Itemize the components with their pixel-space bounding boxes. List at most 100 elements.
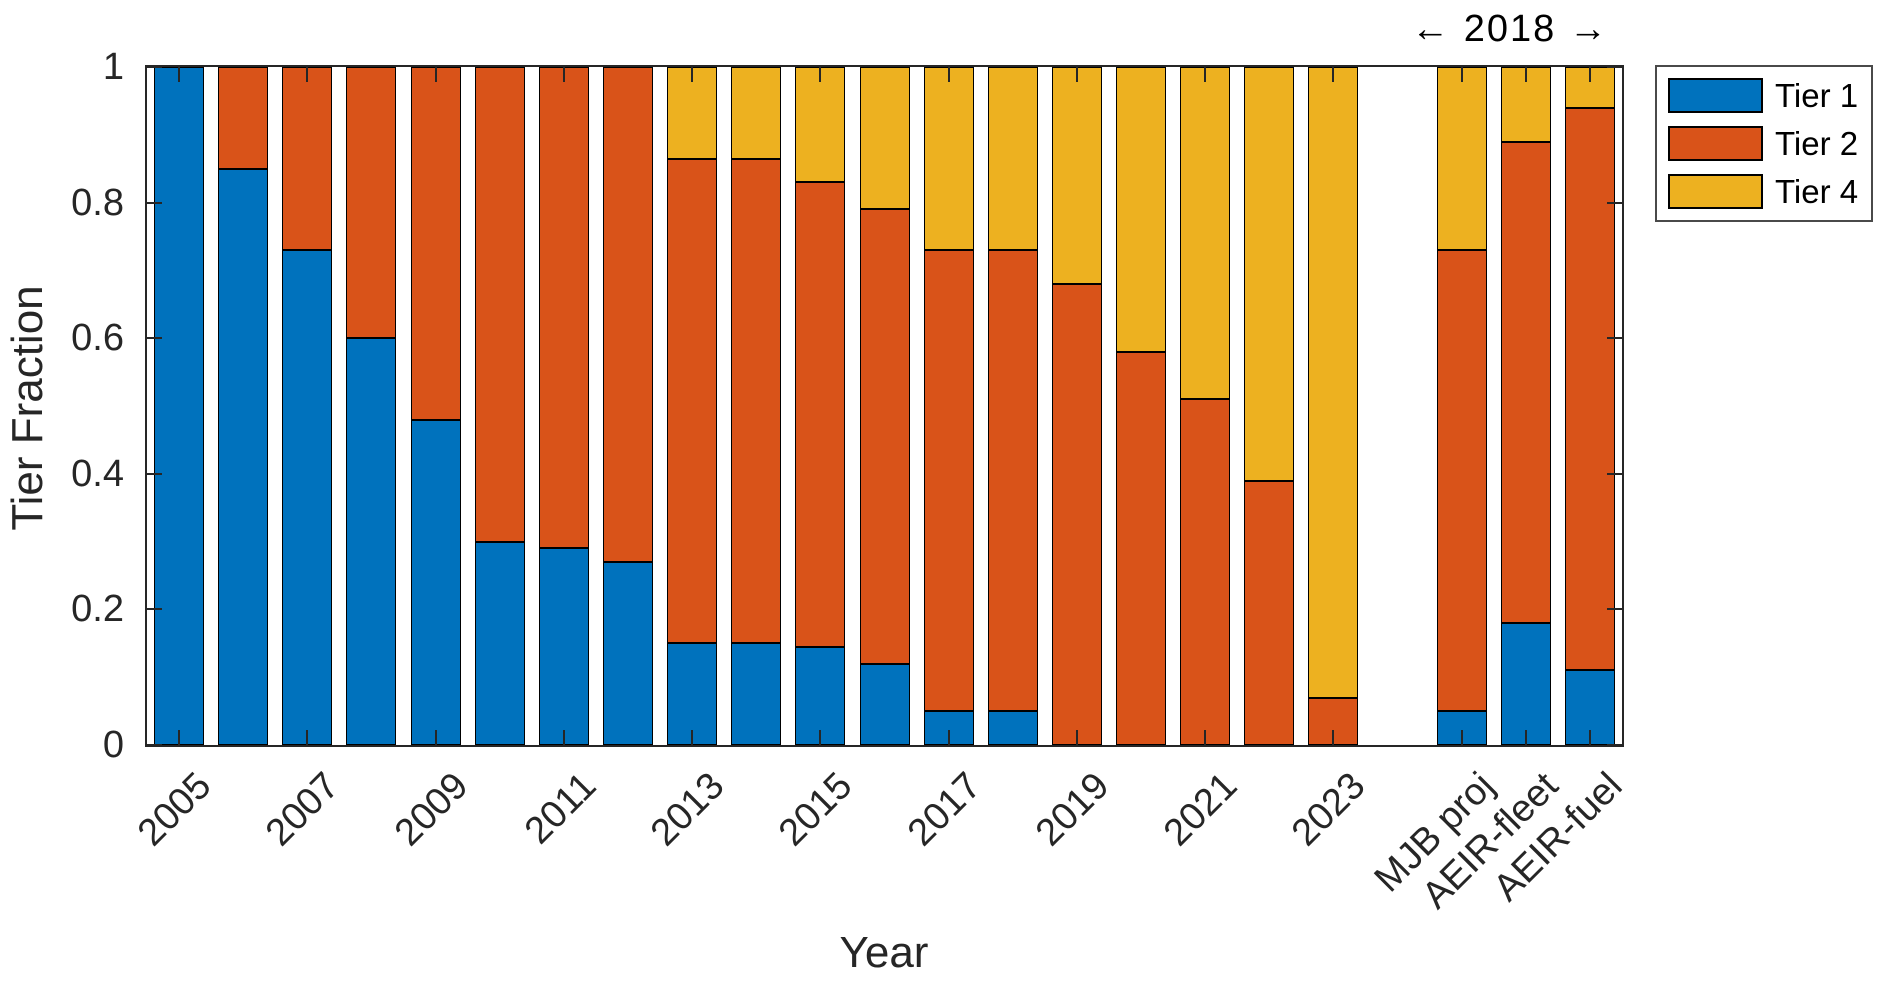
legend-swatch-tier-2 xyxy=(1668,126,1763,161)
bar-segment xyxy=(346,338,397,745)
bar-segment xyxy=(987,711,1038,745)
bar-segment xyxy=(859,209,910,664)
legend-item-tier-1: Tier 1 xyxy=(1668,78,1871,113)
plot-area xyxy=(145,65,1624,747)
x-tick-top xyxy=(1075,67,1078,82)
bar-segment xyxy=(410,67,461,420)
x-tick-top xyxy=(1524,67,1527,82)
bar-segment xyxy=(1500,141,1551,623)
bar-segment xyxy=(1244,480,1295,745)
bar-segment xyxy=(346,67,397,339)
bar-segment xyxy=(923,250,974,712)
x-tick-bottom xyxy=(1332,730,1335,745)
legend-swatch-tier-1 xyxy=(1668,78,1763,113)
bar-segment xyxy=(859,67,910,210)
x-tick-top xyxy=(691,67,694,82)
y-tick-right xyxy=(1607,337,1622,340)
legend-item-tier-2: Tier 2 xyxy=(1668,126,1871,161)
x-tick-top xyxy=(178,67,181,82)
bar-segment xyxy=(1308,67,1359,698)
x-tick-top xyxy=(306,67,309,82)
x-tick-top xyxy=(1332,67,1335,82)
x-tick-top xyxy=(819,67,822,82)
bar-segment xyxy=(731,158,782,644)
x-tick-bottom xyxy=(947,730,950,745)
bar-segment xyxy=(1436,67,1487,251)
bar-segment xyxy=(795,182,846,647)
legend-swatch-tier-4 xyxy=(1668,174,1763,209)
bar-segment xyxy=(731,643,782,745)
y-tick-left xyxy=(147,201,162,204)
y-tick-left xyxy=(147,472,162,475)
bar-segment xyxy=(1436,250,1487,712)
x-tick-bottom xyxy=(1204,730,1207,745)
legend-label-tier-4: Tier 4 xyxy=(1775,173,1859,210)
bar-segment xyxy=(1180,399,1231,745)
bar-segment xyxy=(218,67,269,169)
y-tick-right xyxy=(1607,66,1622,68)
x-tick-bottom xyxy=(1075,730,1078,745)
bar-segment xyxy=(795,67,846,183)
bar-segment xyxy=(1051,283,1102,745)
x-tick-top xyxy=(562,67,565,82)
bar-segment xyxy=(987,67,1038,251)
bar-segment xyxy=(282,250,333,745)
legend-label-tier-1: Tier 1 xyxy=(1775,77,1859,114)
bar-segment xyxy=(1500,622,1551,745)
bar-segment xyxy=(154,67,205,745)
x-tick-top xyxy=(947,67,950,82)
bar-segment xyxy=(474,541,525,745)
y-tick-left xyxy=(147,744,162,746)
bar-segment xyxy=(410,419,461,745)
legend-label-tier-2: Tier 2 xyxy=(1775,125,1859,162)
y-tick-left xyxy=(147,608,162,611)
bar-segment xyxy=(923,67,974,251)
x-tick-bottom xyxy=(1524,730,1527,745)
y-tick-right xyxy=(1607,744,1622,746)
y-tick-label: 0.4 xyxy=(71,452,124,495)
x-tick-top xyxy=(1204,67,1207,82)
bar-segment xyxy=(667,643,718,745)
x-tick-bottom xyxy=(306,730,309,745)
y-tick-label: 0.6 xyxy=(71,317,124,360)
y-tick-right xyxy=(1607,472,1622,475)
x-tick-bottom xyxy=(1588,730,1591,745)
bar-segment xyxy=(1564,107,1615,671)
legend-item-tier-4: Tier 4 xyxy=(1668,174,1871,209)
y-tick-right xyxy=(1607,201,1622,204)
x-tick-bottom xyxy=(819,730,822,745)
y-tick-left xyxy=(147,66,162,68)
y-tick-label: 0 xyxy=(102,724,124,766)
bar-segment xyxy=(538,67,589,549)
bar-segment xyxy=(859,663,910,745)
x-tick-top xyxy=(1588,67,1591,82)
y-tick-label: 0.2 xyxy=(71,588,124,631)
x-axis-label: Year xyxy=(839,928,929,977)
x-tick-top xyxy=(1460,67,1463,82)
bar-segment xyxy=(1180,67,1231,400)
bar-segment xyxy=(731,67,782,159)
annotation-2018: ← 2018 → xyxy=(1411,8,1609,50)
legend: Tier 1 Tier 2 Tier 4 xyxy=(1655,65,1873,222)
bar-segment xyxy=(1116,67,1167,352)
y-tick-label: 1 xyxy=(102,46,124,88)
y-tick-left xyxy=(147,337,162,340)
y-axis-label: Tier Fraction xyxy=(3,285,52,531)
bar-segment xyxy=(1116,351,1167,745)
y-tick-right xyxy=(1607,608,1622,611)
bar-segment xyxy=(538,548,589,745)
x-tick-bottom xyxy=(691,730,694,745)
bar-segment xyxy=(602,561,653,745)
bar-segment xyxy=(602,67,653,562)
x-tick-top xyxy=(434,67,437,82)
bar-segment xyxy=(1051,67,1102,284)
bar-segment xyxy=(282,67,333,251)
x-tick-bottom xyxy=(1460,730,1463,745)
x-tick-bottom xyxy=(178,730,181,745)
bar-segment xyxy=(218,168,269,745)
y-tick-label: 0.8 xyxy=(71,181,124,224)
x-tick-bottom xyxy=(562,730,565,745)
bar-segment xyxy=(474,67,525,542)
bar-segment xyxy=(987,250,1038,712)
x-tick-bottom xyxy=(434,730,437,745)
